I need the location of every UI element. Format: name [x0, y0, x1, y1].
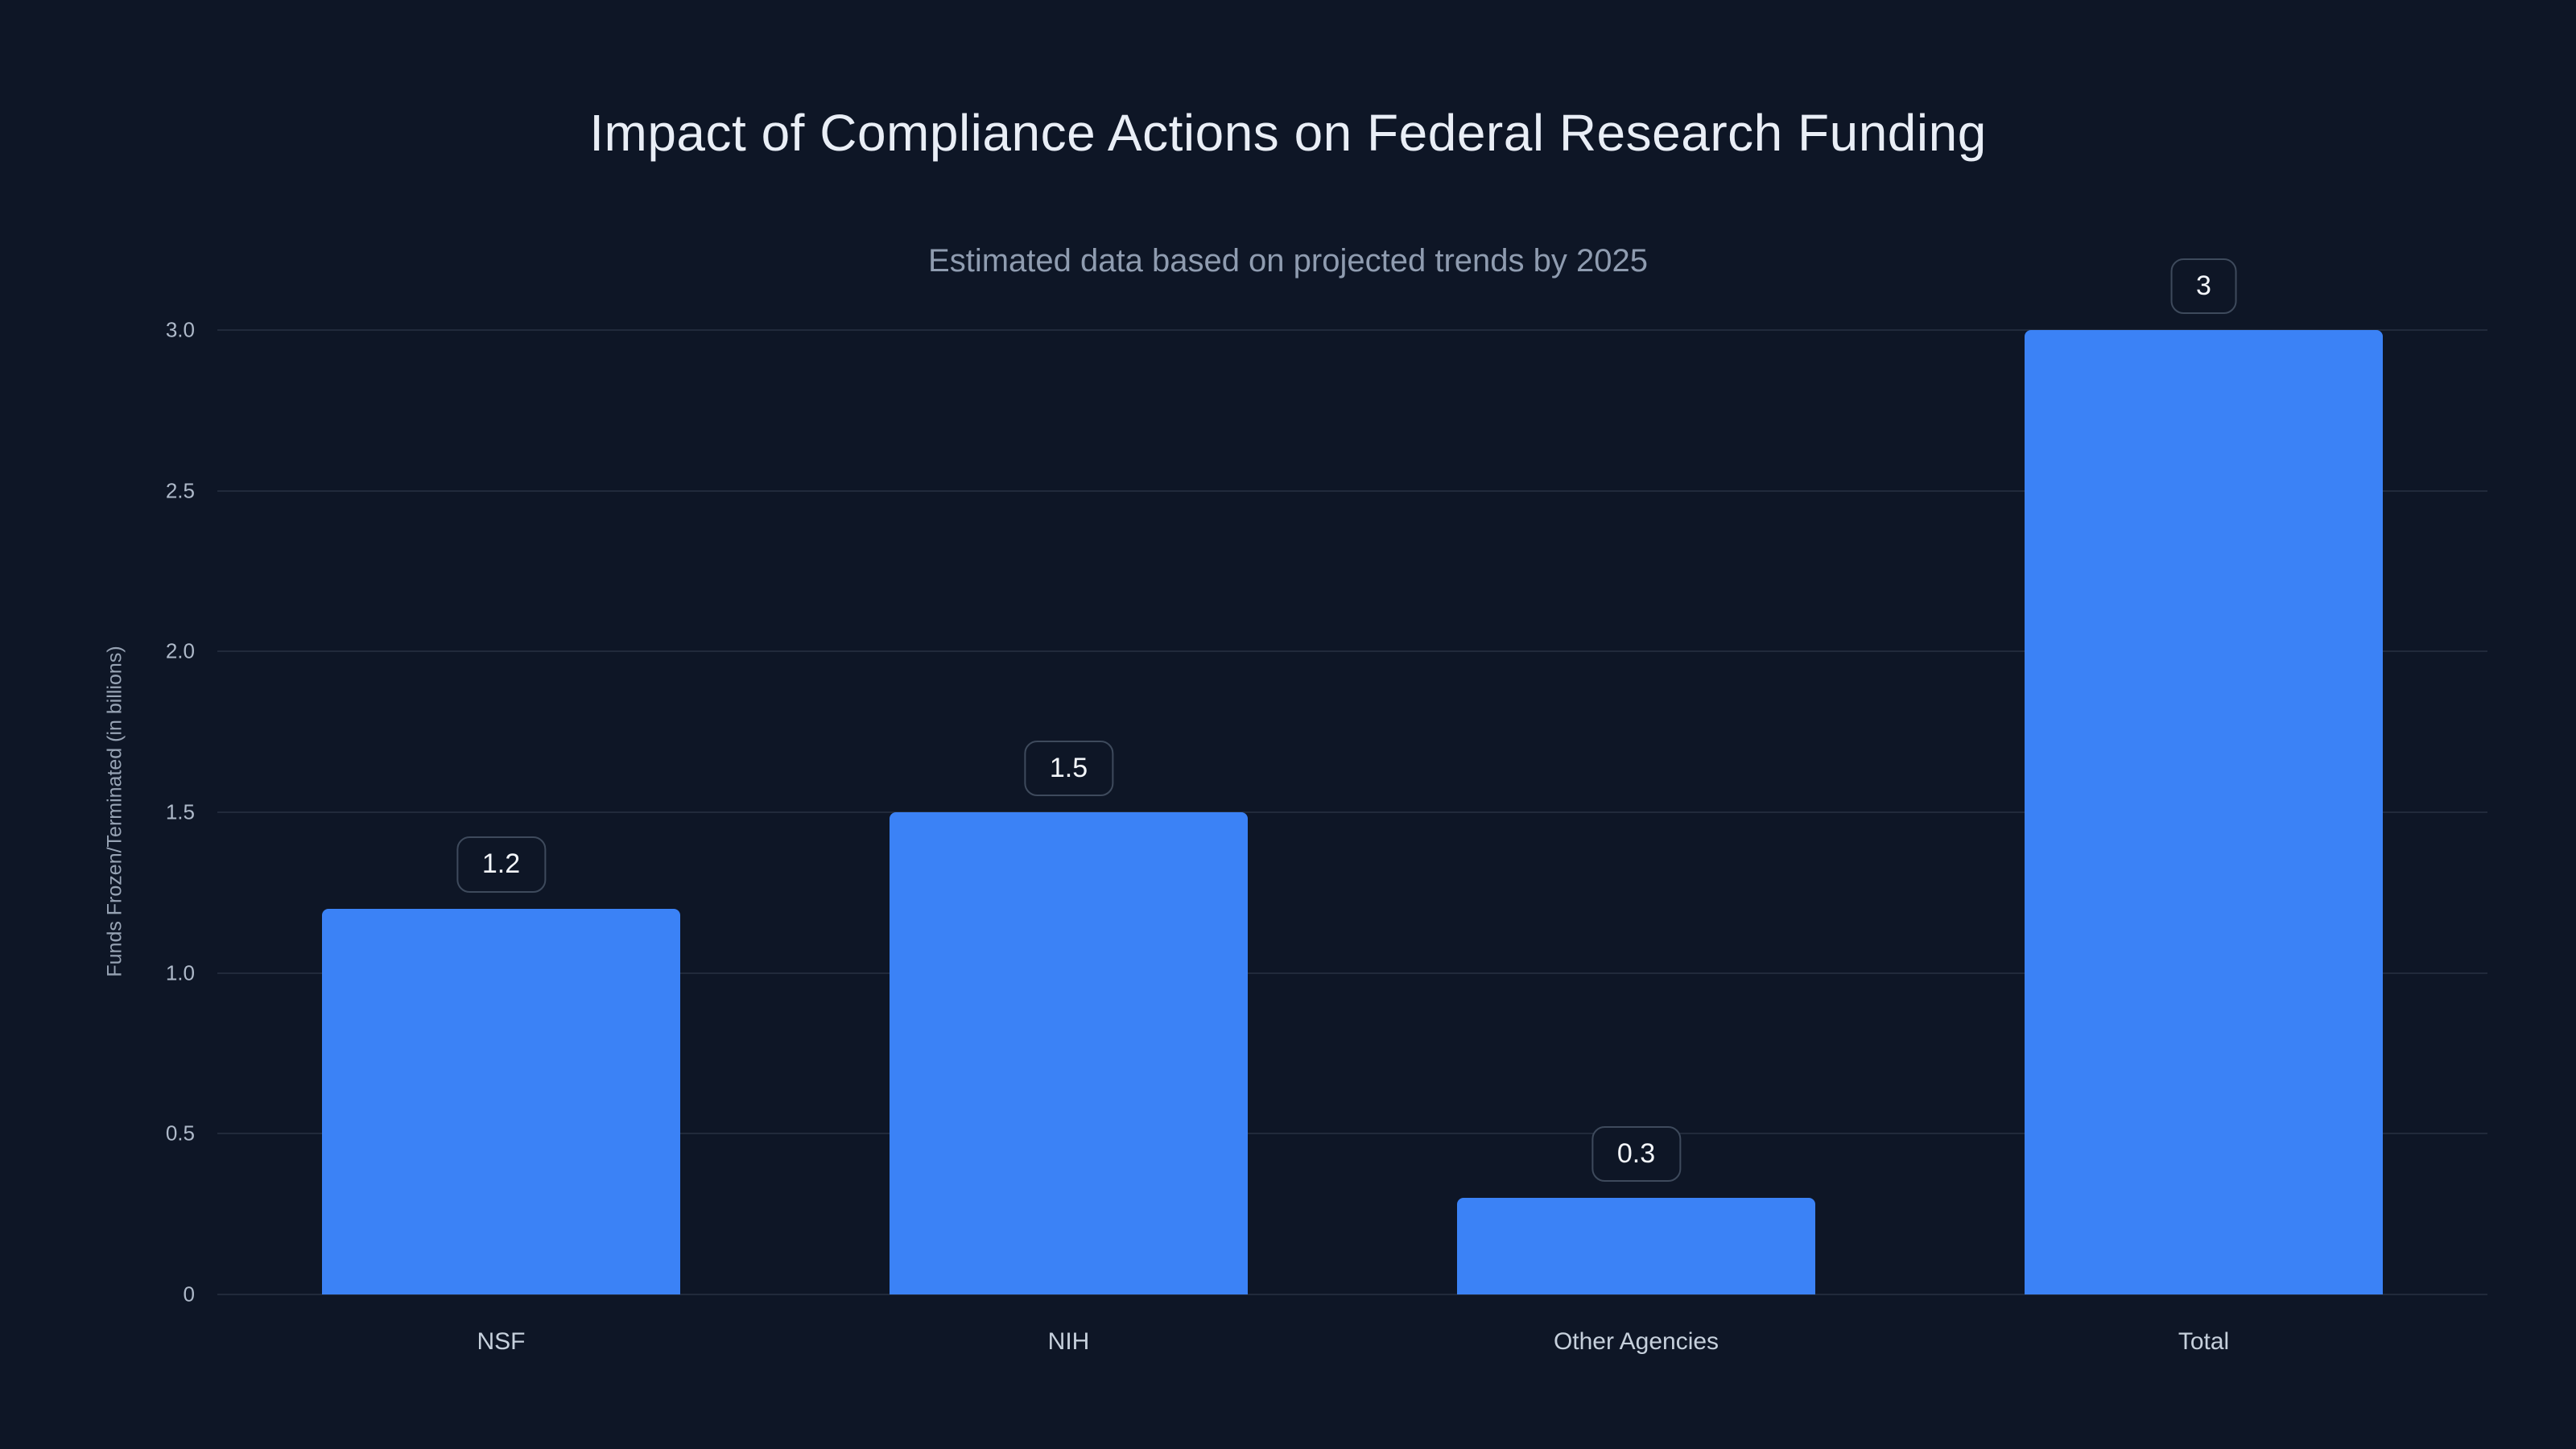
chart-subtitle: Estimated data based on projected trends… [928, 243, 1648, 279]
gridline [217, 1133, 2487, 1135]
gridline [217, 972, 2487, 974]
y-tick-label: 1.0 [165, 960, 195, 985]
x-category-label: Total [2178, 1328, 2230, 1355]
bar-nsf[interactable] [322, 908, 680, 1294]
y-tick-label: 3.0 [165, 317, 195, 342]
plot-area: 0 0.5 1.0 1.5 2.0 2.5 3.0 1.2 NSF 1.5 NIH 0.3 Other … [166, 258, 2487, 1355]
bar-value-badge: 1.5 [1023, 740, 1114, 796]
x-category-label: NSF [477, 1328, 526, 1355]
gridline [217, 489, 2487, 492]
x-category-label: Other Agencies [1553, 1328, 1719, 1355]
bar-total[interactable] [2025, 330, 2383, 1294]
chart-title: Impact of Compliance Actions on Federal … [589, 104, 1987, 162]
y-tick-label: 0.5 [165, 1121, 195, 1146]
gridline [217, 650, 2487, 653]
y-tick-label: 0 [183, 1282, 195, 1307]
bar-other-agencies[interactable] [1457, 1198, 1815, 1294]
y-tick-label: 2.5 [165, 478, 195, 503]
bar-value-badge: 0.3 [1591, 1125, 1682, 1183]
gridline [217, 329, 2487, 331]
bar-nih[interactable] [890, 812, 1248, 1294]
x-category-label: NIH [1047, 1328, 1090, 1355]
gridline [217, 811, 2487, 813]
bar-value-badge: 3 [2170, 258, 2237, 314]
bar-value-badge: 1.2 [456, 836, 547, 893]
y-tick-label: 1.5 [165, 799, 195, 824]
y-tick-label: 2.0 [165, 638, 195, 663]
y-axis-title: Funds Frozen/Terminated (in billions) [103, 646, 126, 977]
gridline [217, 1294, 2487, 1295]
